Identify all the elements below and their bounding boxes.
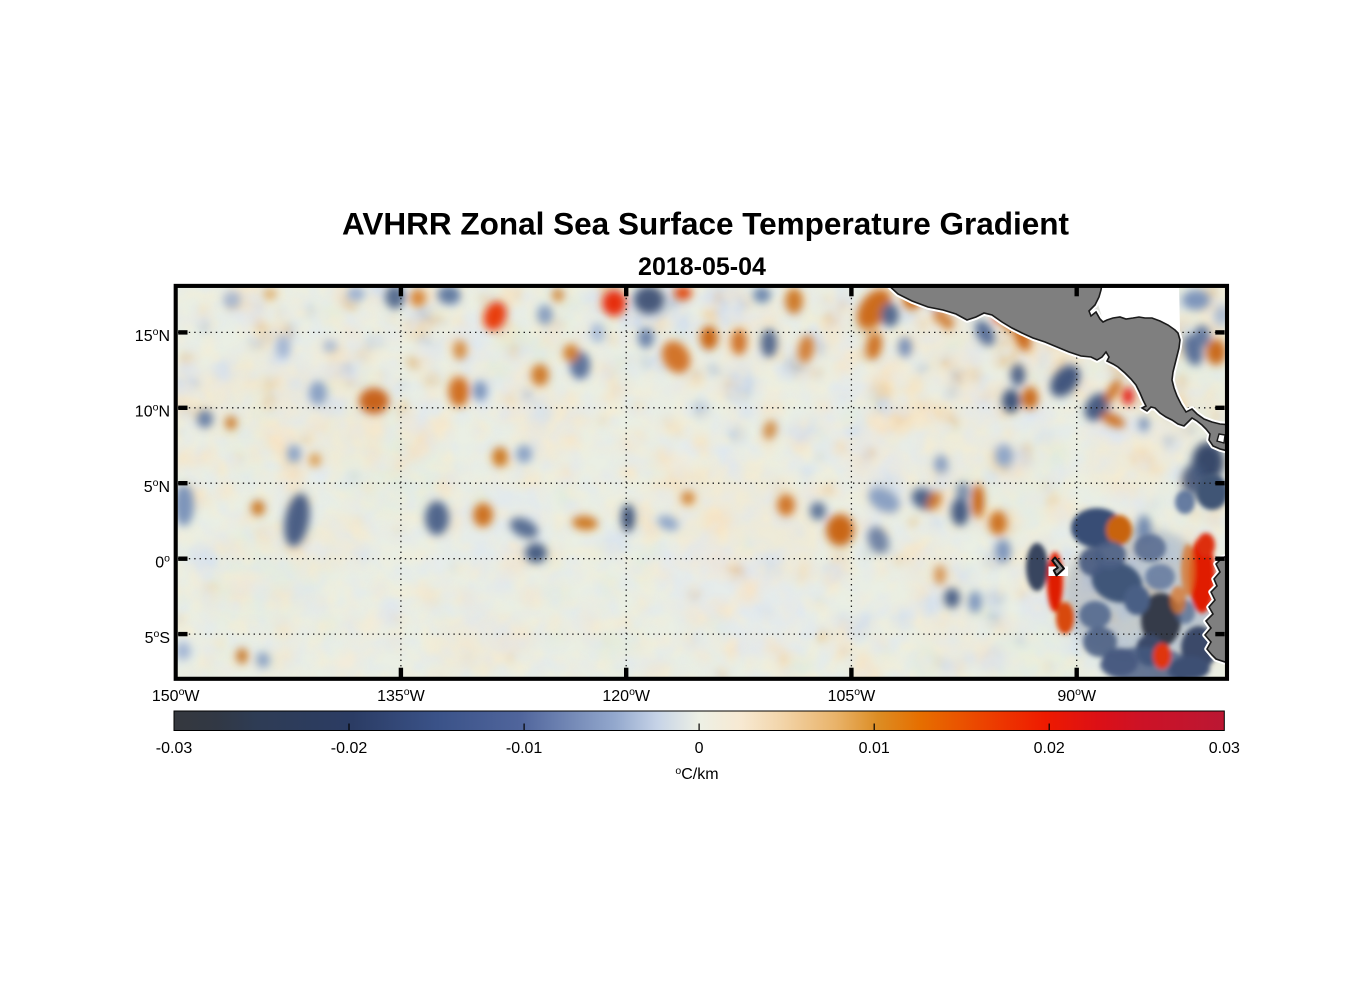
svg-text:15oN: 15oN xyxy=(135,326,170,345)
svg-text:0.03: 0.03 xyxy=(1209,740,1240,757)
svg-text:10oN: 10oN xyxy=(135,402,170,421)
svg-text:0: 0 xyxy=(695,740,704,757)
svg-text:oC/km: oC/km xyxy=(675,765,718,783)
svg-text:120oW: 120oW xyxy=(602,686,651,705)
svg-text:AVHRR Zonal Sea Surface Temper: AVHRR Zonal Sea Surface Temperature Grad… xyxy=(342,206,1070,242)
svg-text:135oW: 135oW xyxy=(377,686,426,705)
svg-text:5oN: 5oN xyxy=(144,477,170,496)
svg-text:90oW: 90oW xyxy=(1057,686,1097,705)
svg-text:150oW: 150oW xyxy=(152,686,201,705)
svg-text:0.01: 0.01 xyxy=(859,740,890,757)
svg-text:2018-05-04: 2018-05-04 xyxy=(638,253,766,281)
svg-text:0.02: 0.02 xyxy=(1034,740,1065,757)
svg-text:-0.03: -0.03 xyxy=(156,740,193,757)
svg-text:-0.02: -0.02 xyxy=(331,740,368,757)
svg-text:105oW: 105oW xyxy=(828,686,877,705)
svg-text:5oS: 5oS xyxy=(145,628,170,647)
svg-text:-0.01: -0.01 xyxy=(506,740,543,757)
